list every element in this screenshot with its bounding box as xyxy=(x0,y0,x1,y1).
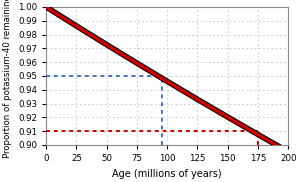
Y-axis label: Proportion of potassium-40 remaining: Proportion of potassium-40 remaining xyxy=(4,0,13,157)
X-axis label: Age (millions of years): Age (millions of years) xyxy=(112,169,222,179)
